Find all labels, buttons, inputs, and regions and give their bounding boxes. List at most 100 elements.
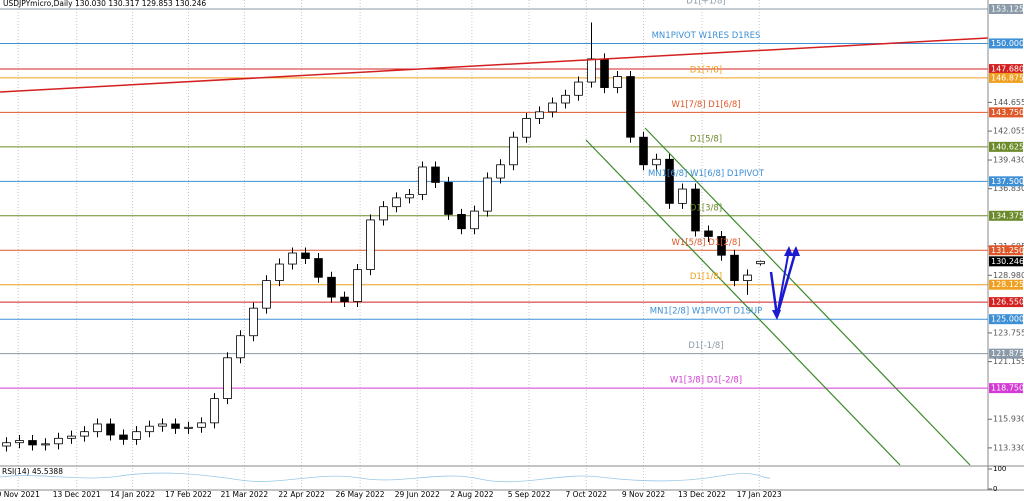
candle-body [431,166,440,183]
candle-body [639,136,648,166]
price-box-label: 150.000 [991,39,1024,48]
candle-body [392,197,401,208]
level-label: D1[5/8] [690,134,722,144]
price-box-label: 134.375 [991,211,1024,220]
candle-body [405,194,414,199]
candle-body [301,252,310,259]
price-box-label: 140.625 [991,142,1024,151]
x-tick-label: 29 Jun 2022 [395,490,440,499]
candle-body [67,435,76,439]
channel-lower [585,139,901,466]
price-box-label: 128.125 [991,280,1024,289]
price-box [989,176,1023,187]
candle-body [145,425,154,433]
level-label: D1[7/8] [690,65,722,75]
candle-body [275,263,284,281]
trendline [0,37,989,93]
candle-body [704,230,713,237]
indicator-label: RSI(14) 45.5388 [2,467,63,476]
x-tick-label: 2 Aug 2022 [450,490,493,499]
candle-body [158,423,167,427]
candle-body [730,254,739,281]
level-label: W1[3/8] D1[-2/8] [670,376,742,386]
candle-body [743,274,752,281]
price-box [989,245,1023,256]
candle-body [28,440,37,446]
candle-body [54,437,63,445]
x-tick-label: 26 May 2022 [336,490,385,499]
level-label: MN1PIVOT W1RES D1RES [652,31,761,41]
candle-body [379,206,388,221]
level-label: D1[1/8] [690,272,722,282]
indicator-line [0,472,771,483]
candle-body [418,166,427,195]
forecast-arrow [776,249,790,317]
price-box [989,297,1023,308]
candle-body [236,335,245,359]
y-tick-label: 113.330 [993,443,1024,452]
y-tick-label: 139.430 [993,156,1024,165]
price-box-label: 126.550 [991,298,1024,307]
candle-body [717,236,726,256]
x-tick-label: 5 Sep 2022 [508,490,551,499]
candle-body [535,111,544,119]
level-label: MN1[2/8] W1PIVOT D1SUP [650,307,763,317]
candle-body [652,158,661,166]
candle-body [600,58,609,88]
x-tick-label: 9 Nov 2022 [622,490,665,499]
level-label: D1[-1/8] [688,341,723,351]
candle-body [80,431,89,437]
arrow-head [772,310,781,320]
x-tick-label: 13 Dec 2022 [678,490,726,499]
candle-body [366,219,375,270]
candle-body [665,158,674,204]
price-box [989,383,1023,394]
price-box [989,38,1023,49]
candle-body [626,76,635,138]
candle-body [522,118,531,138]
channel-upper [644,127,971,466]
price-box-label: 153.125 [991,4,1024,13]
candle-body [509,136,518,166]
x-tick-label: 22 Apr 2022 [278,490,325,499]
candle-body [587,58,596,83]
candle-body [288,252,297,265]
candle-body [613,76,622,88]
y-tick-label: 142.055 [993,127,1024,136]
y-tick-label: 115.930 [993,415,1024,424]
arrow-head [791,246,800,256]
candle-body [327,276,336,298]
price-box-label: 125.000 [991,315,1024,324]
candle-body [340,296,349,302]
x-tick-label: 7 Oct 2022 [565,490,607,499]
price-box [989,107,1023,118]
price-box-label: 146.875 [991,73,1024,82]
candle-body [561,94,570,104]
candle-body [470,210,479,230]
price-box [989,279,1023,290]
x-tick-label: 17 Feb 2022 [165,490,212,499]
level-label: D1[3/8] [690,203,722,213]
price-box [989,72,1023,83]
price-box-label: 143.750 [991,108,1024,117]
y-tick-label: 121.155 [993,357,1024,366]
level-label: W1[7/8] D1[6/8] [671,100,740,110]
x-tick-label: 14 Jan 2022 [110,490,155,499]
candle-body [548,102,557,113]
candle-body [262,280,271,309]
x-tick-label: 9 Nov 2021 [0,490,40,499]
candle-body [314,258,323,278]
y-tick-label: 123.755 [993,328,1024,337]
candle-body [574,81,583,96]
price-box [989,3,1023,14]
price-box [989,64,1023,75]
candle-body [171,423,180,429]
price-box-label: 137.500 [991,177,1024,186]
x-tick-label: 13 Dec 2021 [53,490,101,499]
x-tick-label: 21 Mar 2022 [221,490,269,499]
candle-body [15,440,24,444]
price-box [989,348,1023,359]
price-box [989,314,1023,325]
last-price-box [989,256,1023,267]
